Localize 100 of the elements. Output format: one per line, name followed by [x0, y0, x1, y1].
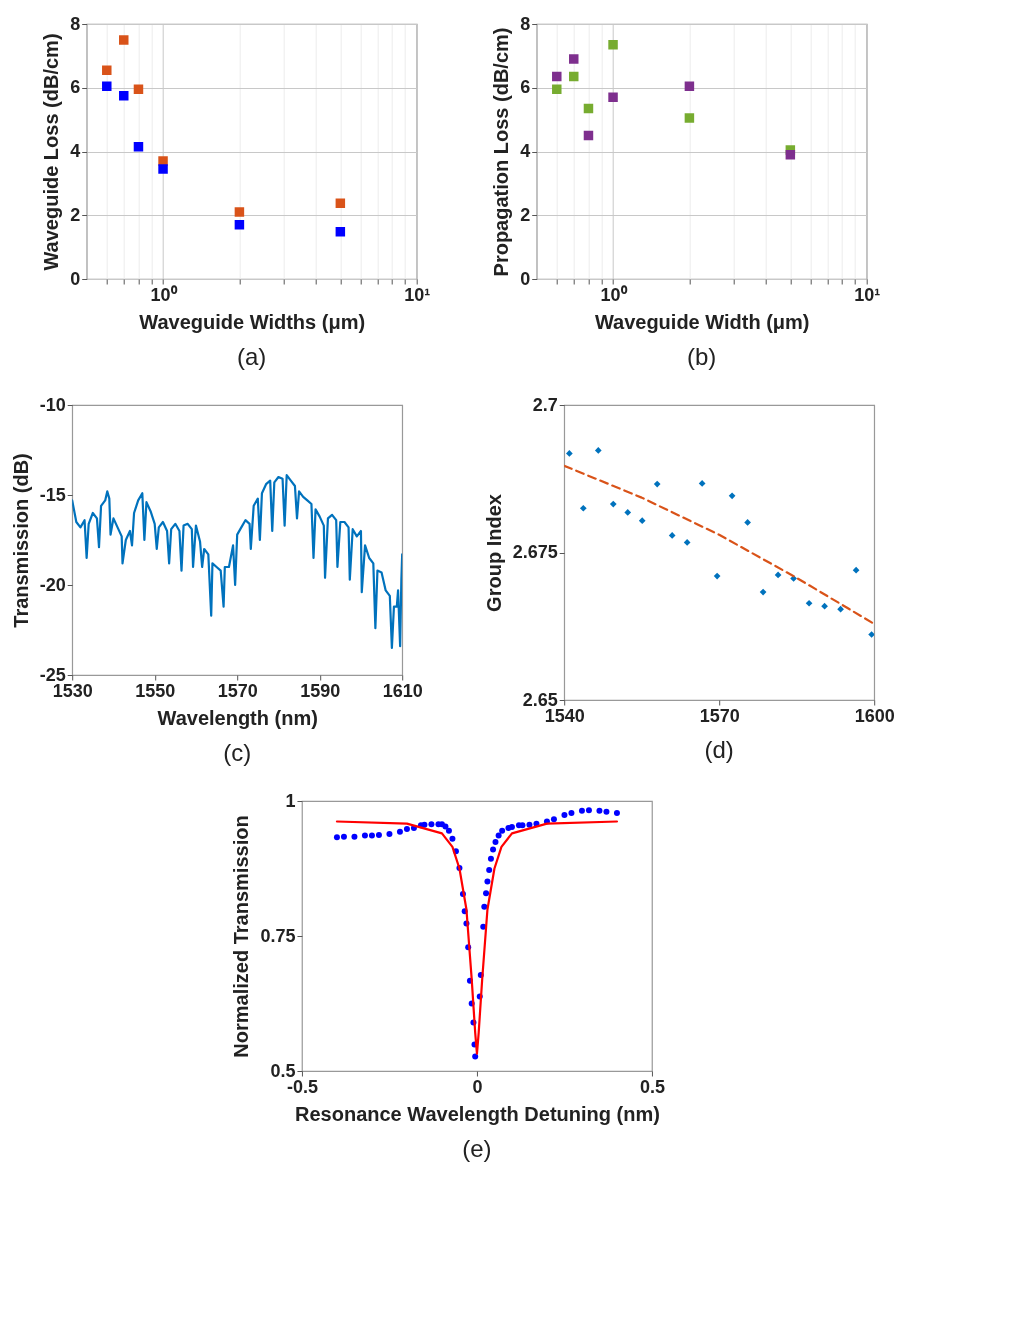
y-tick-label: -10 — [39, 394, 66, 415]
point — [609, 500, 617, 508]
y-tick-label: 6 — [520, 77, 531, 98]
point — [472, 1053, 479, 1060]
point — [805, 599, 813, 607]
y-tick-label: 2.675 — [512, 542, 558, 562]
point — [603, 808, 610, 815]
x-tick-label: 0 — [472, 1076, 483, 1097]
point — [683, 539, 691, 546]
point — [774, 571, 782, 579]
point — [340, 833, 347, 840]
text: (c) — [223, 739, 252, 766]
point — [550, 816, 557, 823]
point — [821, 602, 828, 610]
y-axis-title: Group Index — [482, 494, 505, 612]
point — [386, 830, 393, 837]
point — [351, 833, 358, 840]
y-tick-label: 6 — [70, 77, 81, 98]
point — [526, 821, 533, 828]
point — [578, 807, 585, 814]
y-tick-label: 0 — [70, 268, 81, 289]
x-tick-label: 10¹ — [854, 284, 881, 305]
line-series — [564, 464, 875, 625]
point — [484, 878, 491, 885]
point — [744, 519, 751, 526]
point — [624, 509, 632, 516]
point — [613, 809, 620, 816]
point — [698, 480, 706, 487]
point — [442, 823, 449, 830]
y-tick-label: 2 — [70, 204, 81, 225]
x-tick-label: 1610 — [382, 680, 423, 701]
point — [596, 807, 603, 814]
point — [868, 631, 875, 638]
point — [487, 855, 494, 862]
text: (a) — [237, 343, 267, 370]
point — [421, 821, 428, 828]
y-tick-label: 0.75 — [260, 925, 296, 946]
point — [368, 832, 375, 839]
x-axis-title: Waveguide Widths (μm) — [139, 310, 366, 333]
point — [490, 846, 497, 853]
point — [668, 532, 676, 539]
point — [561, 812, 568, 819]
point — [492, 839, 499, 846]
text: (d) — [704, 736, 734, 763]
point — [428, 821, 435, 828]
x-tick-label: 1590 — [300, 680, 341, 701]
y-tick-label: 8 — [70, 13, 81, 34]
x-tick-label: 1600 — [854, 705, 895, 726]
point — [480, 923, 487, 930]
x-tick-label: 1550 — [135, 680, 176, 701]
point — [728, 492, 736, 500]
point — [486, 867, 493, 874]
point — [566, 450, 573, 457]
x-tick-label: 10⁰ — [600, 284, 628, 305]
y-tick-label: 8 — [520, 13, 531, 34]
point — [594, 447, 602, 454]
point — [481, 903, 488, 910]
line-series — [72, 474, 403, 650]
y-axis-title: Normalized Transmission — [230, 815, 253, 1058]
point — [403, 826, 410, 833]
y-tick-label: -20 — [39, 574, 66, 595]
y-tick-label: 2 — [520, 204, 531, 225]
point — [519, 822, 526, 829]
x-tick-label: 10⁰ — [150, 284, 178, 305]
y-axis-title: Waveguide Loss (dB/cm) — [40, 33, 63, 271]
point — [653, 480, 661, 488]
point — [585, 807, 592, 814]
y-tick-label: 0 — [520, 268, 531, 289]
point — [445, 827, 452, 834]
x-tick-label: 10¹ — [404, 284, 431, 305]
y-tick-label: 4 — [70, 141, 81, 161]
text: (b) — [687, 343, 717, 370]
y-tick-label: 1 — [285, 790, 296, 811]
point — [495, 832, 502, 839]
point — [499, 827, 506, 834]
point — [638, 517, 646, 524]
x-axis-title: Resonance Wavelength Detuning (nm) — [295, 1102, 660, 1125]
point — [579, 504, 587, 512]
point — [361, 832, 368, 839]
x-tick-label: 1570 — [699, 705, 740, 726]
y-tick-label: 2.7 — [532, 394, 558, 415]
x-axis-title: Wavelength (nm) — [157, 706, 318, 729]
point — [713, 572, 721, 580]
point — [449, 835, 456, 842]
x-tick-label: 0.5 — [639, 1076, 665, 1097]
point — [568, 809, 575, 816]
y-axis-title: Propagation Loss (dB/cm) — [490, 27, 513, 277]
y-tick-label: -15 — [39, 484, 66, 505]
y-axis-title: Transmission (dB) — [9, 453, 32, 628]
point — [837, 605, 844, 613]
x-axis-title: Waveguide Width (μm) — [594, 310, 810, 333]
text: (e) — [462, 1135, 492, 1162]
point — [396, 828, 403, 835]
point — [852, 566, 860, 574]
y-tick-label: 4 — [520, 141, 531, 161]
point — [375, 832, 382, 839]
point — [759, 588, 767, 596]
point — [333, 834, 340, 841]
point — [483, 890, 490, 897]
x-tick-label: 1570 — [217, 680, 258, 701]
